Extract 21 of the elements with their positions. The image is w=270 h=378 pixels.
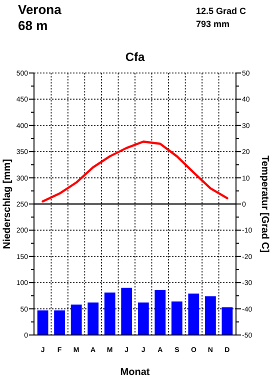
bar (70, 304, 82, 335)
bar (138, 302, 149, 335)
bar (104, 292, 116, 335)
bar (154, 290, 166, 335)
bar (88, 302, 99, 335)
bar (37, 310, 48, 335)
bar (171, 301, 182, 335)
x-axis-title: Monat (120, 367, 150, 378)
bar (54, 310, 66, 335)
chart-title: Cfa (125, 50, 145, 64)
line-series (42, 140, 228, 202)
text: 12.5 Grad C (196, 6, 247, 16)
text: 793 mm (196, 19, 230, 29)
y2-axis-title: Temperatur [Grad C] (259, 155, 270, 253)
bar (188, 294, 200, 335)
bar (121, 288, 132, 335)
bar (204, 296, 216, 335)
text: 68 m (18, 18, 48, 33)
bar (222, 307, 233, 335)
y-axis-title: Niederschlag [mm] (2, 158, 13, 250)
text: Verona (18, 2, 62, 17)
